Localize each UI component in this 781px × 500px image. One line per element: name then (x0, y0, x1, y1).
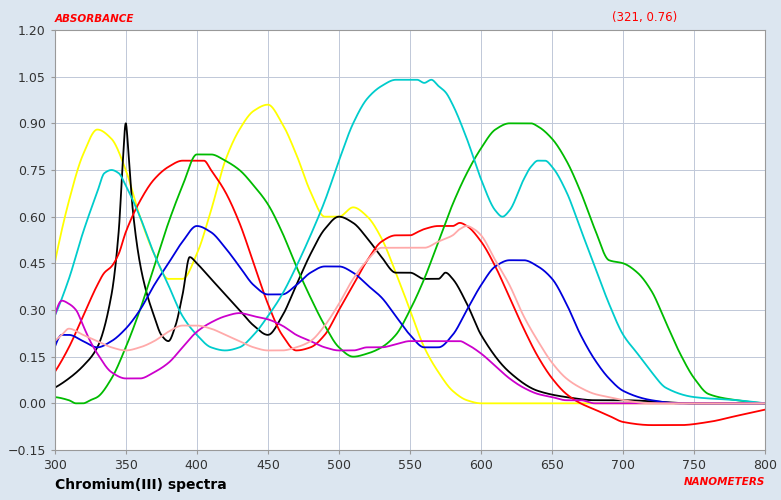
X-axis label: Chromium(III) spectra: Chromium(III) spectra (55, 478, 226, 492)
Text: NANOMETERS: NANOMETERS (684, 478, 765, 488)
Text: (321, 0.76): (321, 0.76) (612, 10, 677, 24)
Text: ABSORBANCE: ABSORBANCE (55, 14, 134, 24)
